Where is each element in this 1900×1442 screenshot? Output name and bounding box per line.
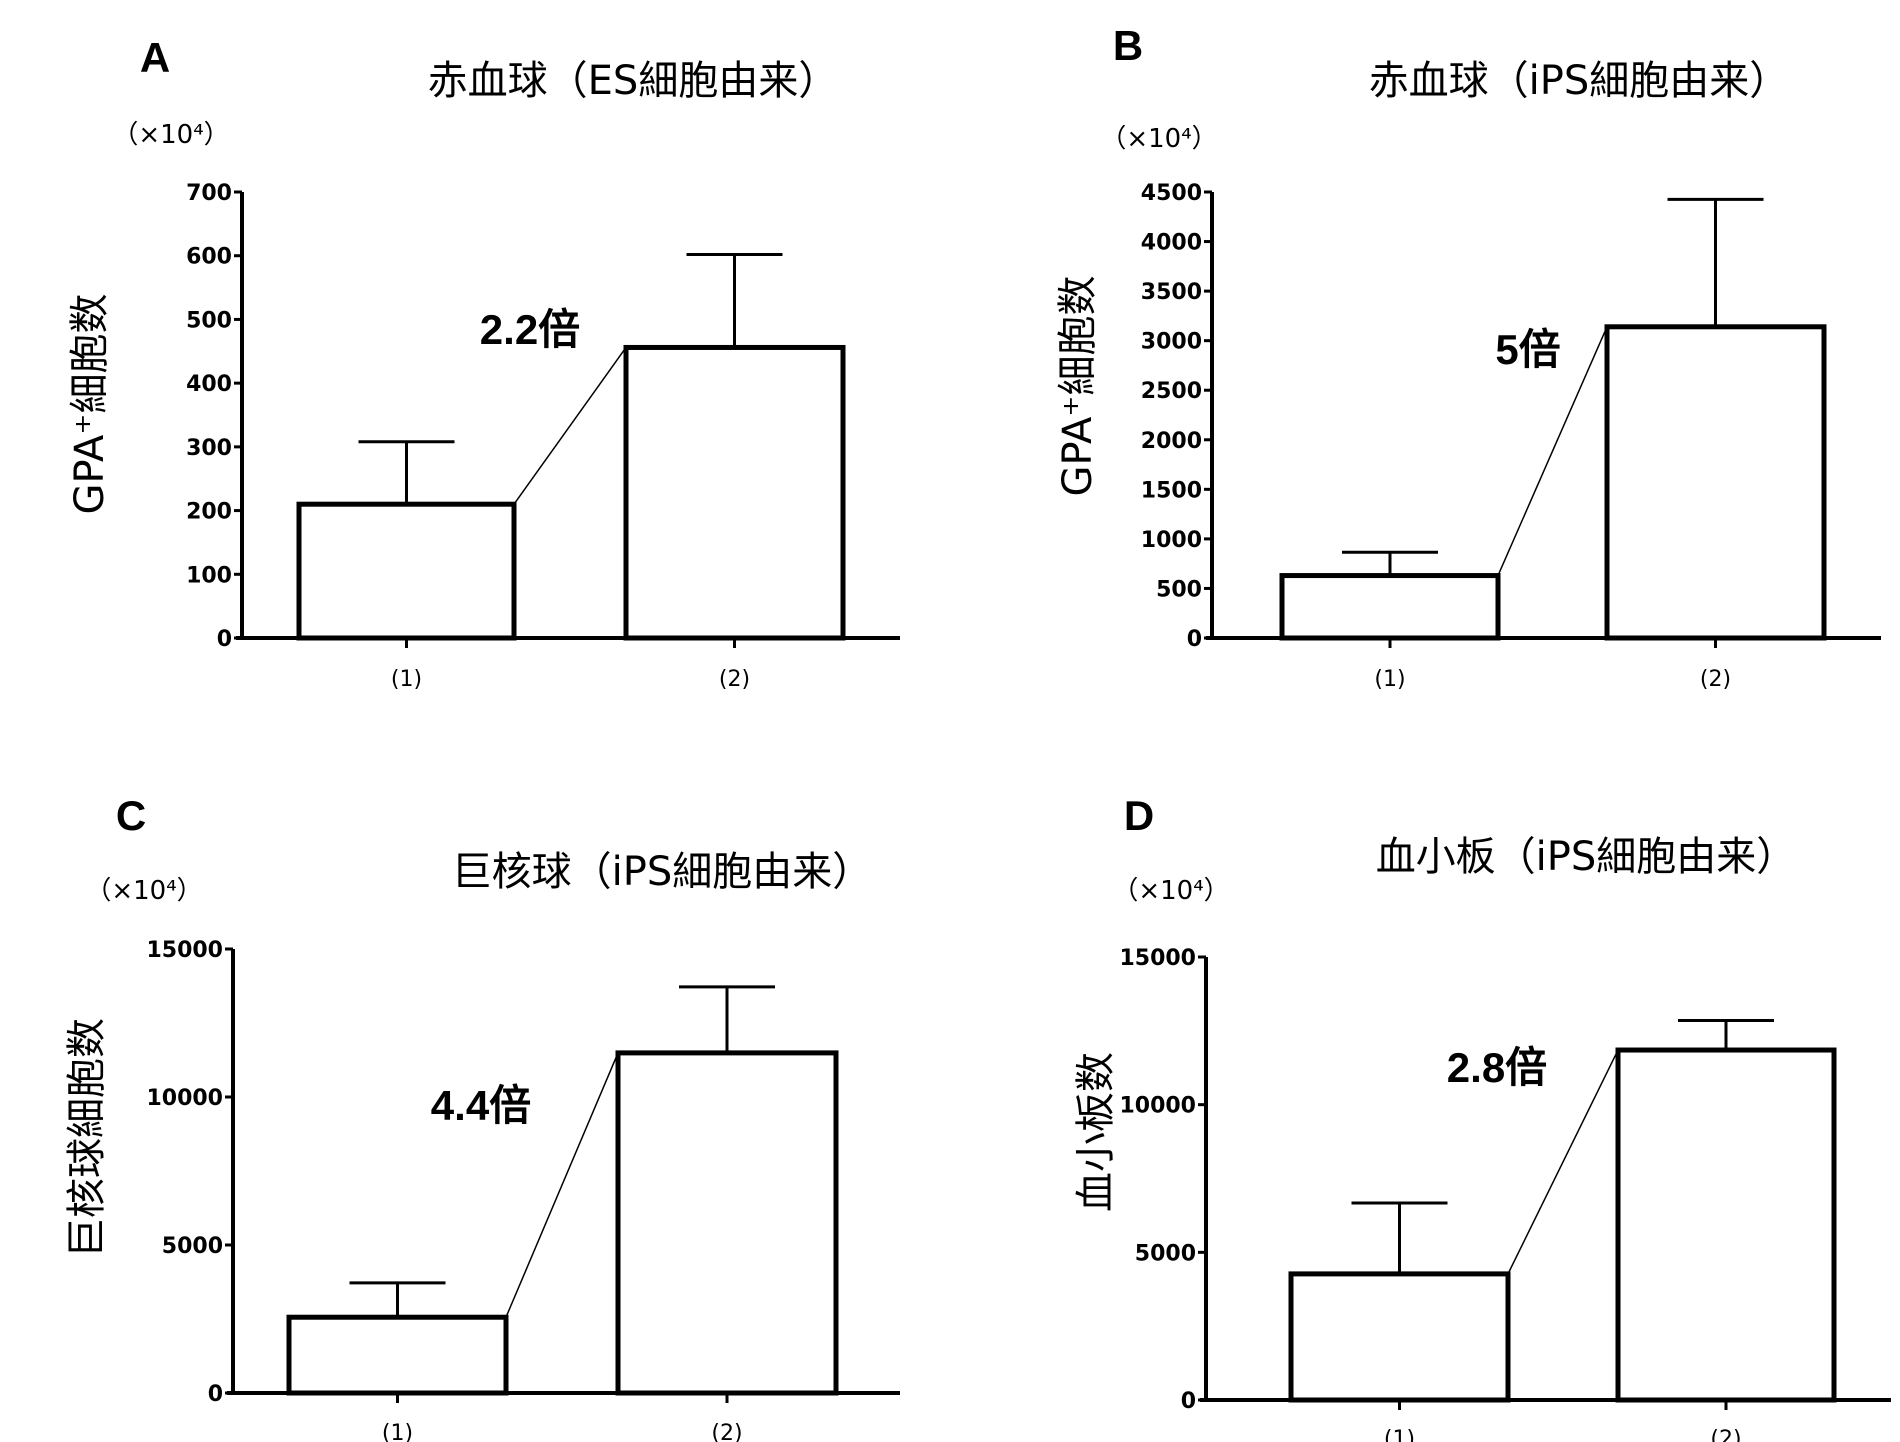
- y-tick-label: 15000: [146, 938, 223, 963]
- y-tick-label: 3000: [1141, 330, 1202, 355]
- bar: [1618, 1050, 1834, 1400]
- bar: [299, 504, 514, 638]
- panel-B: B 赤血球（iPS細胞由来） （×10⁴） GPA⁺細胞数 0 500 1000 1500 20…: [1055, 22, 1881, 692]
- y-unit-label: （×10⁴）: [1100, 124, 1217, 154]
- y-tick-label: 4000: [1141, 231, 1202, 256]
- y-unit-label: （×10⁴）: [85, 876, 202, 906]
- y-tick-label: 10000: [1119, 1094, 1196, 1119]
- x-tick-label: (1): [1374, 667, 1405, 692]
- y-tick-label: 5000: [1135, 1241, 1196, 1266]
- y-tick-label: 2000: [1141, 429, 1202, 454]
- panel-C: C 巨核球（iPS細胞由来） （×10⁴） 巨核球細胞数 0 5000 10000 15000…: [64, 792, 900, 1442]
- x-tick-label: (2): [1710, 1427, 1741, 1442]
- y-unit-label: （×10⁴）: [1112, 876, 1229, 906]
- y-tick-label: 300: [186, 436, 232, 461]
- panel-letter: A: [140, 34, 170, 81]
- panel-letter: D: [1124, 792, 1154, 839]
- y-tick-label: 500: [1156, 577, 1202, 602]
- y-axis-label: 巨核球細胞数: [64, 1018, 110, 1258]
- chart-title: 赤血球（iPS細胞由来）: [1369, 58, 1790, 104]
- fold-change-annotation: 4.4倍: [431, 1082, 531, 1129]
- y-tick-label: 600: [186, 245, 232, 270]
- x-tick-label: (2): [711, 1421, 742, 1442]
- panel-letter: B: [1113, 22, 1143, 69]
- x-tick-label: (1): [1384, 1427, 1415, 1442]
- panel-D: D 血小板（iPS細胞由来） （×10⁴） 血小板数 0 5000 10000 15000 (1…: [1073, 792, 1891, 1442]
- y-tick-label: 100: [186, 563, 232, 588]
- fold-change-annotation: 2.8倍: [1447, 1044, 1547, 1091]
- panel-letter: C: [116, 792, 146, 839]
- panel-A: A 赤血球（ES細胞由来） （×10⁴） GPA⁺細胞数 0 100 200 300 400 50…: [67, 34, 900, 692]
- y-tick-label: 0: [217, 627, 232, 652]
- y-tick-label: 15000: [1119, 946, 1196, 971]
- bar: [626, 347, 843, 638]
- bar: [289, 1317, 506, 1393]
- fold-connector-line: [514, 347, 626, 504]
- bar: [1282, 576, 1498, 638]
- fold-change-annotation: 5倍: [1495, 326, 1560, 373]
- bar: [1291, 1274, 1508, 1400]
- y-axis-label: 血小板数: [1073, 1052, 1119, 1212]
- y-tick-label: 400: [186, 372, 232, 397]
- bar: [618, 1053, 836, 1393]
- chart-title: 赤血球（ES細胞由来）: [428, 58, 839, 104]
- y-tick-label: 700: [186, 181, 232, 206]
- y-tick-label: 0: [208, 1382, 223, 1407]
- y-axis-label: GPA⁺細胞数: [1055, 275, 1101, 496]
- y-tick-label: 200: [186, 500, 232, 525]
- chart-title: 血小板（iPS細胞由来）: [1376, 834, 1797, 880]
- x-tick-label: (1): [391, 667, 422, 692]
- x-tick-label: (2): [719, 667, 750, 692]
- y-tick-label: 500: [186, 308, 232, 333]
- y-tick-label: 10000: [146, 1086, 223, 1111]
- y-tick-label: 1500: [1141, 478, 1202, 503]
- y-tick-label: 0: [1181, 1389, 1196, 1414]
- y-axis-label: GPA⁺細胞数: [67, 293, 113, 514]
- bar: [1607, 327, 1824, 638]
- x-tick-label: (2): [1700, 667, 1731, 692]
- x-tick-label: (1): [382, 1421, 413, 1442]
- fold-change-annotation: 2.2倍: [480, 306, 580, 353]
- y-unit-label: （×10⁴）: [112, 120, 229, 150]
- y-tick-label: 5000: [162, 1234, 223, 1259]
- y-tick-label: 1000: [1141, 528, 1202, 553]
- y-tick-label: 4500: [1141, 181, 1202, 206]
- chart-title: 巨核球（iPS細胞由来）: [452, 849, 873, 895]
- y-tick-label: 2500: [1141, 379, 1202, 404]
- y-tick-label: 3500: [1141, 280, 1202, 305]
- y-tick-label: 0: [1187, 627, 1202, 652]
